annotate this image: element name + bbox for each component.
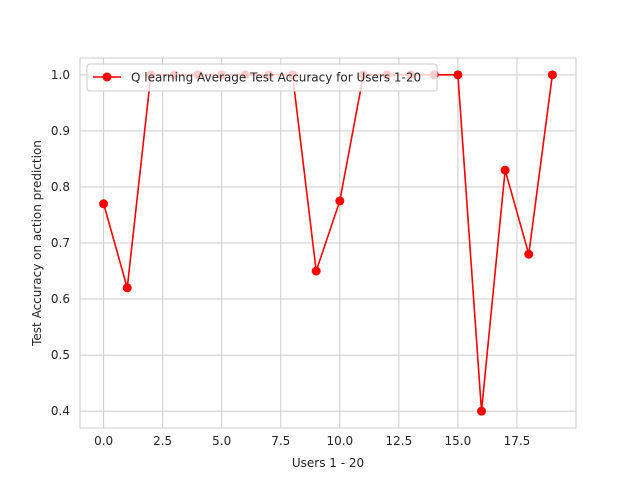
data-point [477, 406, 487, 416]
y-tick-label: 0.9 [51, 124, 70, 138]
x-tick-label: 15.0 [445, 434, 472, 448]
data-point [453, 70, 463, 80]
y-tick-label: 1.0 [51, 68, 70, 82]
y-tick-label: 0.5 [51, 348, 70, 362]
legend-label: Q learning Average Test Accuracy for Use… [131, 71, 421, 85]
y-tick-label: 0.4 [51, 404, 70, 418]
x-tick-label: 2.5 [153, 434, 172, 448]
y-tick-label: 0.8 [51, 180, 70, 194]
y-tick-label: 0.7 [51, 236, 70, 250]
y-tick-label: 0.6 [51, 292, 70, 306]
data-point [524, 249, 534, 259]
data-point [335, 196, 345, 206]
x-axis-label: Users 1 - 20 [292, 456, 364, 470]
legend-marker-swatch [102, 72, 112, 82]
y-tick-labels: 0.4 0.5 0.6 0.7 0.8 0.9 1.0 [51, 68, 70, 418]
y-axis-label: Test Accuracy on action prediction [30, 140, 44, 347]
x-tick-label: 7.5 [271, 434, 290, 448]
legend: Q learning Average Test Accuracy for Use… [86, 63, 438, 92]
x-tick-labels: 0.0 2.5 5.0 7.5 10.0 12.5 15.0 17.5 [94, 434, 530, 448]
data-point [500, 165, 510, 175]
legend-box [86, 63, 438, 92]
data-point [547, 70, 557, 80]
x-tick-label: 12.5 [385, 434, 412, 448]
x-tick-label: 10.0 [326, 434, 353, 448]
data-point [99, 199, 109, 209]
x-tick-label: 0.0 [94, 434, 113, 448]
x-tick-label: 17.5 [504, 434, 531, 448]
data-point [311, 266, 321, 276]
data-point [122, 283, 132, 293]
x-tick-label: 5.0 [212, 434, 231, 448]
plot-frame [79, 57, 577, 429]
